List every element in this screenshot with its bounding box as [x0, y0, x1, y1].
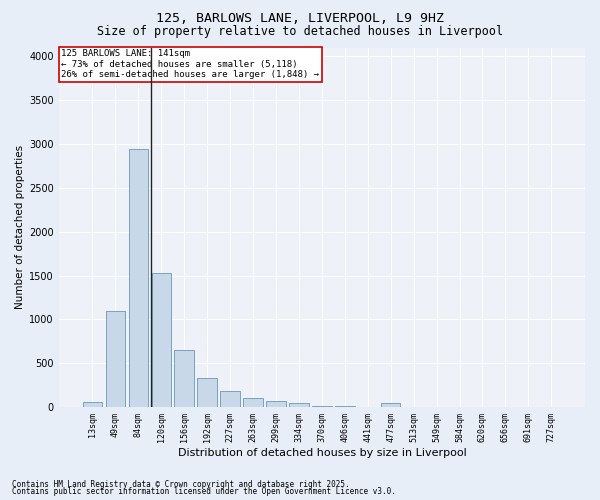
Bar — [289, 402, 308, 407]
Bar — [128, 149, 148, 407]
Bar — [381, 403, 400, 407]
Bar — [106, 310, 125, 407]
Bar — [175, 350, 194, 407]
Text: 125 BARLOWS LANE: 141sqm
← 73% of detached houses are smaller (5,118)
26% of sem: 125 BARLOWS LANE: 141sqm ← 73% of detach… — [61, 50, 319, 79]
Y-axis label: Number of detached properties: Number of detached properties — [15, 145, 25, 310]
Bar — [244, 398, 263, 407]
Bar — [266, 400, 286, 407]
Text: 125, BARLOWS LANE, LIVERPOOL, L9 9HZ: 125, BARLOWS LANE, LIVERPOOL, L9 9HZ — [156, 12, 444, 26]
Text: Contains public sector information licensed under the Open Government Licence v3: Contains public sector information licen… — [12, 488, 396, 496]
Text: Size of property relative to detached houses in Liverpool: Size of property relative to detached ho… — [97, 25, 503, 38]
Bar — [152, 273, 171, 407]
Bar — [220, 391, 240, 407]
Text: Contains HM Land Registry data © Crown copyright and database right 2025.: Contains HM Land Registry data © Crown c… — [12, 480, 350, 489]
Bar — [312, 406, 332, 407]
X-axis label: Distribution of detached houses by size in Liverpool: Distribution of detached houses by size … — [178, 448, 466, 458]
Bar — [197, 378, 217, 407]
Bar — [83, 402, 102, 407]
Bar — [335, 406, 355, 407]
